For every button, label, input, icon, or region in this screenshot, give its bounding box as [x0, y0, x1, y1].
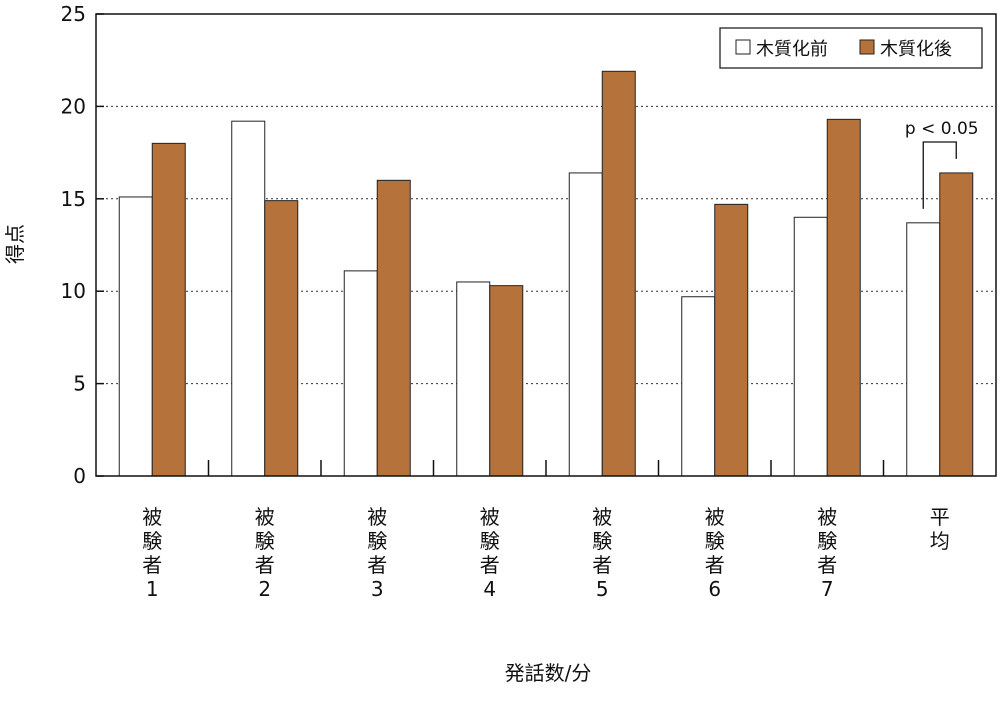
- bar-before-2: [231, 120, 266, 477]
- x-tick-label: 5: [596, 577, 609, 601]
- y-tick-label: 0: [73, 464, 86, 488]
- bar-before-5: [568, 172, 603, 477]
- legend-box: [719, 27, 983, 69]
- y-axis-label: 得点: [3, 224, 27, 264]
- bar-before-1: [118, 196, 153, 477]
- bar-after-4: [489, 285, 524, 477]
- x-tick-label: 験: [255, 529, 275, 553]
- bar-before-8: [906, 222, 941, 477]
- x-tick-label: 2: [258, 577, 271, 601]
- x-tick-label: 験: [705, 529, 725, 553]
- y-tick-label: 15: [61, 187, 86, 211]
- x-tick-label: 被: [817, 505, 837, 529]
- gridlines: [96, 105, 996, 385]
- x-tick-label: 者: [142, 553, 162, 577]
- plot-frame: [95, 13, 997, 477]
- x-tick-label: 験: [480, 529, 500, 553]
- y-tick-label: 10: [61, 279, 86, 303]
- x-tick-label: 3: [371, 577, 384, 601]
- x-tick-label: 者: [817, 553, 837, 577]
- bar-after-6: [714, 203, 749, 477]
- x-tick-label: 者: [367, 553, 387, 577]
- legend-label: 木質化後: [880, 39, 952, 60]
- legend: 木質化前 木質化後: [719, 27, 983, 69]
- bar-after-5: [601, 70, 636, 477]
- legend-label: 木質化前: [756, 39, 828, 60]
- x-tick-label: 者: [592, 553, 612, 577]
- x-tick-label: 1: [146, 577, 159, 601]
- y-tick-label: 5: [73, 372, 86, 396]
- x-tick-label: 験: [142, 529, 162, 553]
- bar-before-6: [681, 296, 716, 477]
- x-tick-label: 被: [592, 505, 612, 529]
- y-tick-label: 20: [61, 94, 86, 118]
- y-tick-label: 25: [61, 2, 86, 26]
- bar-before-4: [456, 281, 491, 477]
- legend-swatch: [859, 39, 875, 55]
- bar-after-2: [264, 200, 299, 477]
- x-tick-label: 験: [367, 529, 387, 553]
- axes: [95, 13, 997, 477]
- bar-after-7: [826, 118, 861, 477]
- x-tick-label: 平: [930, 505, 950, 529]
- x-tick-label: 均: [930, 529, 950, 553]
- x-tick-label: 被: [367, 505, 387, 529]
- y-tick-labels: 0 5 10 15 20 25: [61, 2, 86, 488]
- x-tick-label: 者: [705, 553, 725, 577]
- significance-label: p < 0.05: [905, 119, 979, 139]
- x-tick-label: 者: [255, 553, 275, 577]
- x-axis-label: 発話数/分: [505, 661, 592, 685]
- bars: [118, 70, 974, 477]
- significance-annotation: p < 0.05: [905, 119, 979, 209]
- x-tick-label: 6: [708, 577, 721, 601]
- x-tick-label: 被: [480, 505, 500, 529]
- bar-after-8: [939, 172, 974, 477]
- x-tick-label: 被: [255, 505, 275, 529]
- bar-before-7: [793, 216, 828, 477]
- x-tick-label: 者: [480, 553, 500, 577]
- x-tick-label: 4: [483, 577, 496, 601]
- x-tick-label: 7: [821, 577, 834, 601]
- legend-swatch: [735, 39, 751, 55]
- x-tick-label: 験: [817, 529, 837, 553]
- x-tick-label: 験: [592, 529, 612, 553]
- bar-after-1: [151, 142, 186, 477]
- significance-bracket: [922, 141, 957, 209]
- bar-after-3: [376, 179, 411, 477]
- x-tick-label: 被: [705, 505, 725, 529]
- x-tick-label: 被: [142, 505, 162, 529]
- bar-before-3: [343, 270, 378, 477]
